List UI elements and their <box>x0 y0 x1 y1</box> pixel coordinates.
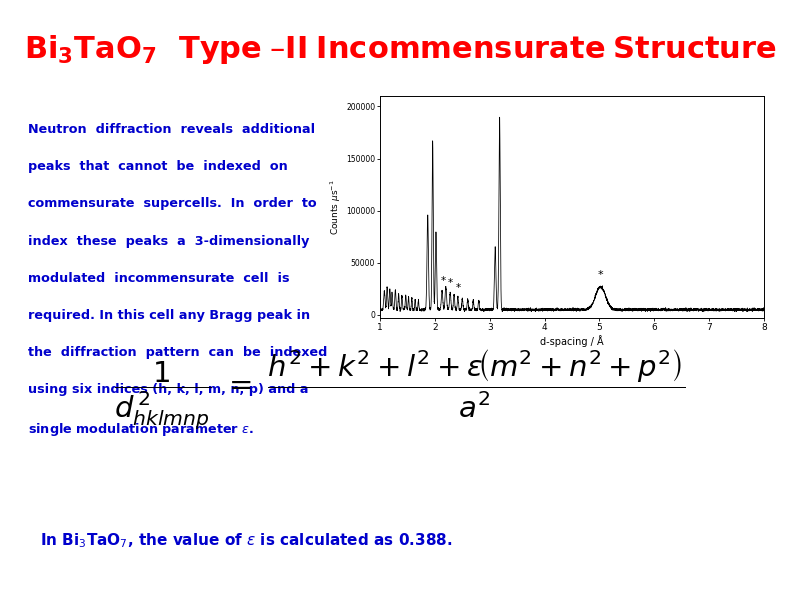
Text: *: * <box>455 283 461 293</box>
Text: modulated  incommensurate  cell  is: modulated incommensurate cell is <box>28 272 290 285</box>
Text: $\dfrac{1}{d^{\,2}_{hklmnp}}\ =\ \dfrac{h^2 + k^2 + l^2 + \varepsilon\!\left(m^2: $\dfrac{1}{d^{\,2}_{hklmnp}}\ =\ \dfrac{… <box>114 347 686 431</box>
Text: *: * <box>598 271 603 280</box>
Y-axis label: Counts $\mu$s$^{-1}$: Counts $\mu$s$^{-1}$ <box>329 179 343 235</box>
Text: required. In this cell any Bragg peak in: required. In this cell any Bragg peak in <box>28 309 310 322</box>
Text: *: * <box>441 275 446 286</box>
Text: peaks  that  cannot  be  indexed  on: peaks that cannot be indexed on <box>28 160 288 173</box>
Text: *: * <box>448 278 453 288</box>
Text: single modulation parameter $\varepsilon$.: single modulation parameter $\varepsilon… <box>28 421 254 437</box>
Text: commensurate  supercells.  In  order  to: commensurate supercells. In order to <box>28 197 317 211</box>
Text: using six indices (h, k, l, m, n, p) and a: using six indices (h, k, l, m, n, p) and… <box>28 383 309 397</box>
Text: the  diffraction  pattern  can  be  indexed: the diffraction pattern can be indexed <box>28 346 327 359</box>
X-axis label: d-spacing / Å: d-spacing / Å <box>540 335 604 347</box>
Text: In Bi$_3$TaO$_7$, the value of $\varepsilon$ is calculated as 0.388.: In Bi$_3$TaO$_7$, the value of $\varepsi… <box>40 531 453 550</box>
Text: Neutron  diffraction  reveals  additional: Neutron diffraction reveals additional <box>28 123 315 136</box>
Text: index  these  peaks  a  3-dimensionally: index these peaks a 3-dimensionally <box>28 235 310 248</box>
Text: $\mathit{\mathbf{Bi_3TaO_7}}$  $\mathit{\mathbf{Type\;–II\;Incommensurate\;Struc: $\mathit{\mathbf{Bi_3TaO_7}}$ $\mathit{\… <box>23 33 777 66</box>
